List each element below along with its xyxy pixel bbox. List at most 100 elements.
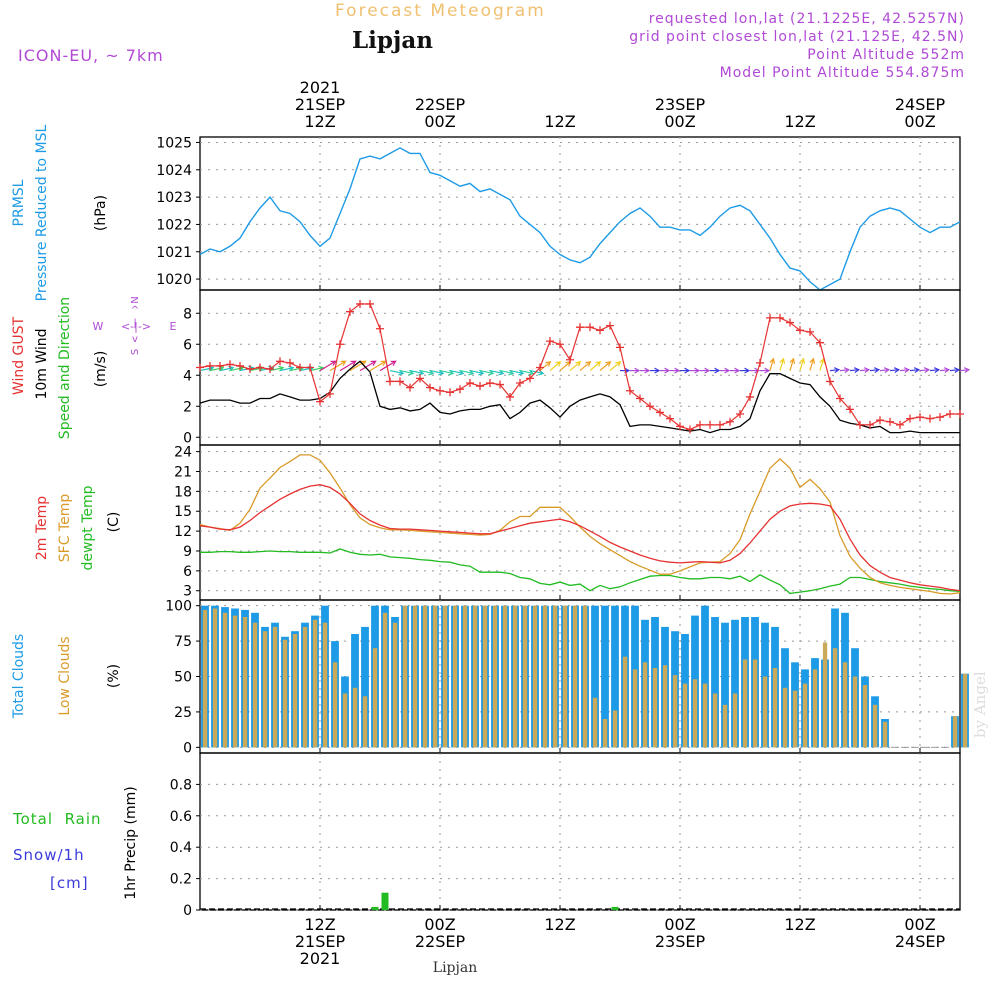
wind-gust-marker: [916, 413, 924, 422]
low-cloud-bar: [782, 687, 788, 748]
top-time-label: 2021: [300, 78, 341, 97]
wind-unit: (m/s): [93, 351, 109, 388]
faded-title: Forecast Meteogram: [335, 1, 546, 21]
wind-direction-arrow: [789, 358, 795, 371]
wind-dir-label: Speed and Direction: [57, 297, 73, 439]
wind-gust-marker: [786, 318, 794, 327]
wind-gust-marker: [946, 410, 954, 418]
rain-bar: [371, 906, 379, 910]
snow-unit-label: [cm]: [50, 874, 89, 892]
wind-arrow-head: [893, 367, 901, 373]
wind-direction-arrow: [499, 370, 514, 375]
top-time-label: 23SEP: [655, 95, 706, 114]
temp-unit: (C): [106, 512, 122, 533]
temp-dewpt-label: dewpt Temp: [80, 485, 96, 570]
compass-up-arrow: ^: [131, 305, 139, 316]
low-cloud-bar: [802, 683, 808, 748]
wind-direction-arrow: [329, 360, 346, 372]
pressure-line: [199, 147, 961, 291]
precip-unit: 1hr Precip (mm): [123, 786, 139, 899]
low-cloud-bar: [232, 615, 238, 748]
wind-arrow-head: [390, 360, 397, 366]
wind-direction-arrow: [449, 370, 464, 375]
low-cloud-bar: [282, 639, 288, 748]
low-cloud-bar: [202, 609, 208, 748]
wind-gust-marker: [206, 361, 214, 370]
top-time-label: 24SEP: [895, 95, 946, 114]
pressure-panel: 1020 1021 1022 1023 1024 1025 PRMSL Pressure …: [11, 124, 961, 301]
wind-direction-arrow: [839, 369, 849, 372]
wind-gust-marker: [246, 365, 254, 374]
wind-gust-marker: [336, 340, 344, 349]
wind-direction-arrow: [509, 370, 524, 375]
wind-gust-marker: [756, 358, 764, 367]
wind-arrow-head: [545, 360, 552, 367]
wind-gust-marker: [296, 363, 304, 372]
low-cloud-bar: [792, 690, 798, 748]
low-cloud-bar: [962, 673, 968, 748]
wind-direction-arrow: [359, 360, 376, 372]
wind-gust-line: [199, 303, 960, 431]
rain-bar: [611, 906, 619, 910]
total-cloud-bar: [731, 619, 739, 748]
wind-arrow-head: [963, 367, 971, 373]
wind-gust-marker: [776, 313, 784, 322]
low-cloud-bar: [422, 605, 428, 748]
y-tick-label: 1025: [156, 135, 192, 151]
wind-gust-marker: [496, 380, 504, 389]
low-cloud-bar: [332, 662, 338, 748]
wind-gust-marker: [666, 414, 674, 423]
low-cloud-bar: [362, 696, 368, 748]
wind-arrow-head: [684, 367, 691, 374]
wind-gust-marker: [486, 379, 494, 387]
wind-direction-arrow: [419, 370, 434, 375]
low-cloud-bar: [672, 675, 678, 748]
wind-gust-marker: [636, 394, 644, 403]
wind-arrow-head: [769, 357, 776, 364]
wind-gust-marker: [506, 392, 514, 401]
wind-gust-marker: [256, 363, 264, 372]
wind-gust-marker: [306, 363, 314, 372]
y-tick-label: 2: [183, 399, 192, 415]
y-tick-label: 18: [174, 484, 192, 500]
wind-direction-arrow: [559, 361, 571, 372]
bottom-time-label: 22SEP: [415, 932, 466, 951]
low-cloud-bar: [592, 697, 598, 748]
wind-gust-marker: [326, 389, 334, 398]
bottom-time-label: 12Z: [544, 915, 575, 934]
wind-direction-arrow: [289, 367, 304, 372]
wind-arrow-head: [923, 367, 931, 373]
low-cloud-bar: [652, 668, 658, 748]
wind-gust-marker: [576, 323, 584, 332]
wind-gust-marker: [896, 420, 904, 429]
wind-gust-marker: [586, 323, 594, 332]
wind-gust-marker: [696, 420, 704, 429]
low-cloud-bar: [472, 605, 478, 748]
wind-direction-arrow: [519, 370, 534, 375]
wind-gust-marker: [446, 388, 454, 397]
wind-direction-arrow: [429, 370, 444, 375]
low-cloud-bar: [772, 668, 778, 748]
total-cloud-bar: [721, 622, 729, 748]
low-cloud-bar: [762, 676, 768, 748]
wind-arrow-head: [754, 367, 761, 374]
wind-gust-marker: [866, 420, 874, 429]
wind-gust-marker: [716, 420, 724, 429]
wind-gust-marker: [826, 377, 834, 386]
wind-arrow-head: [734, 367, 741, 374]
low-cloud-bar: [462, 605, 468, 748]
wind-direction-arrow: [859, 369, 869, 372]
y-tick-label: 9: [183, 544, 192, 560]
bottom-time-label: 00Z: [904, 915, 935, 934]
low-cloud-bar: [642, 662, 648, 748]
wind-gust-marker: [266, 365, 274, 374]
wind-arrow-head: [873, 367, 881, 373]
low-cloud-bar: [692, 679, 698, 748]
wind-arrow-head: [538, 369, 545, 376]
compass-n: N: [130, 296, 141, 303]
wind-gust-marker: [476, 382, 484, 391]
wind-direction-arrow: [469, 370, 484, 375]
low-clouds-label: Low Clouds: [57, 636, 73, 715]
low-cloud-bar: [492, 605, 498, 748]
